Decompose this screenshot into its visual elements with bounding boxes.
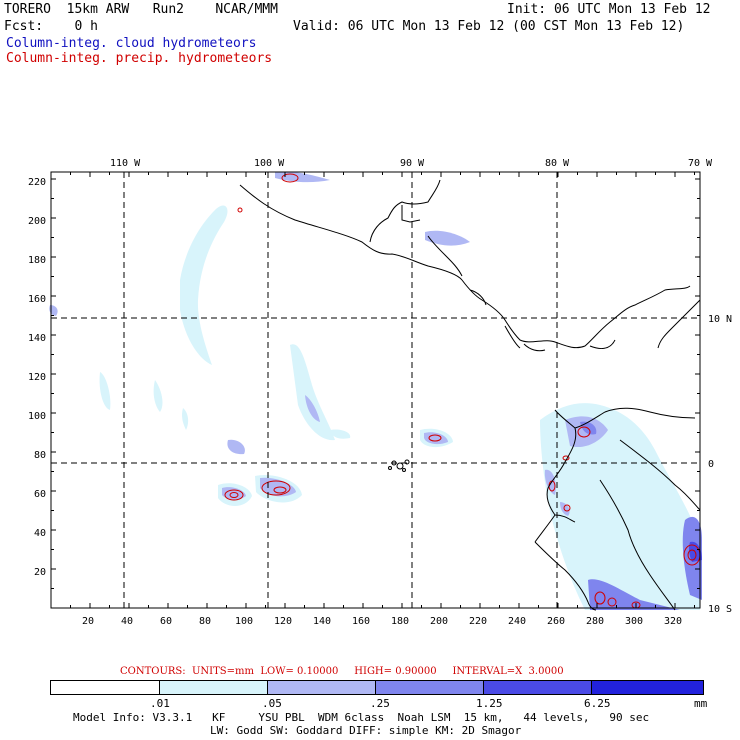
- x-tick-label: 160: [352, 616, 370, 627]
- y-tick-label: 40: [34, 528, 46, 539]
- init-time: Init: 06 UTC Mon 13 Feb 12: [507, 2, 711, 17]
- x-tick-label: 180: [391, 616, 409, 627]
- x-tick-label: 60: [160, 616, 172, 627]
- legend-unit: mm: [694, 697, 708, 710]
- valid-time: Valid: 06 UTC Mon 13 Feb 12 (00 CST Mon …: [293, 19, 685, 34]
- grid-lines: [51, 172, 700, 608]
- physics-info: LW: Godd SW: Goddard DIFF: simple KM: 2D…: [210, 724, 522, 737]
- lat-label-10n: 10 N: [708, 314, 732, 325]
- y-tick-label: 160: [28, 294, 46, 305]
- y-tick-label: 140: [28, 333, 46, 344]
- model-title: TORERO 15km ARW Run2 NCAR/MMM: [4, 2, 278, 17]
- y-tick-label: 120: [28, 372, 46, 383]
- x-tick-label: 100: [235, 616, 253, 627]
- x-tick-label: 120: [274, 616, 292, 627]
- field-cloud-label: Column-integ. cloud hydrometeors: [6, 36, 257, 51]
- legend-label: .25: [370, 697, 390, 710]
- x-tick-label: 140: [313, 616, 331, 627]
- x-axis-labels: 20 40 60 80 100 120 140 160 180 200 220 …: [82, 616, 682, 627]
- lon-label-70w: 70 W: [688, 158, 713, 169]
- x-tick-label: 20: [82, 616, 94, 627]
- legend-swatch: [159, 681, 267, 694]
- x-tick-label: 300: [625, 616, 643, 627]
- legend-swatch: [267, 681, 375, 694]
- contours-info: CONTOURS: UNITS=mm LOW= 0.10000 HIGH= 0.…: [120, 666, 564, 677]
- lat-label-10s: 10 S: [708, 604, 732, 615]
- lon-label-110w: 110 W: [110, 158, 141, 169]
- x-tick-label: 260: [547, 616, 565, 627]
- y-tick-label: 180: [28, 255, 46, 266]
- model-info: Model Info: V3.3.1 KF YSU PBL WDM 6class…: [73, 711, 650, 724]
- x-tick-label: 200: [430, 616, 448, 627]
- x-tick-label: 80: [199, 616, 211, 627]
- x-tick-label: 240: [508, 616, 526, 627]
- y-tick-label: 20: [34, 567, 46, 578]
- map-panel: 110 W 100 W 90 W 80 W 70 W 10 N 0 10 S: [28, 158, 732, 627]
- legend-swatch: [591, 681, 703, 694]
- axis-ticks: [51, 172, 700, 608]
- legend-swatch: [51, 681, 159, 694]
- map-frame: [50, 171, 701, 609]
- y-tick-label: 80: [34, 450, 46, 461]
- legend-label: 6.25: [584, 697, 611, 710]
- lon-label-80w: 80 W: [545, 158, 570, 169]
- legend-label: .01: [150, 697, 170, 710]
- coastlines: [239, 179, 701, 611]
- lat-label-0: 0: [708, 459, 714, 470]
- cloud-shading: [49, 171, 702, 610]
- lon-label-100w: 100 W: [254, 158, 285, 169]
- y-axis-labels: 220 200 180 160 140 120 100 80 60 40 20: [28, 177, 46, 578]
- legend-label: .05: [262, 697, 282, 710]
- y-tick-label: 100: [28, 411, 46, 422]
- y-tick-label: 200: [28, 216, 46, 227]
- legend-label: 1.25: [476, 697, 503, 710]
- lon-label-90w: 90 W: [400, 158, 425, 169]
- x-tick-label: 220: [469, 616, 487, 627]
- x-tick-label: 320: [664, 616, 682, 627]
- color-legend-bar: [50, 680, 704, 695]
- field-precip-label: Column-integ. precip. hydrometeors: [6, 51, 273, 66]
- legend-swatch: [375, 681, 483, 694]
- y-tick-label: 60: [34, 489, 46, 500]
- x-tick-label: 40: [121, 616, 133, 627]
- galapagos-islands: [388, 459, 410, 472]
- y-tick-label: 220: [28, 177, 46, 188]
- legend-swatch: [483, 681, 591, 694]
- forecast-hour: Fcst: 0 h: [4, 19, 98, 34]
- x-tick-label: 280: [586, 616, 604, 627]
